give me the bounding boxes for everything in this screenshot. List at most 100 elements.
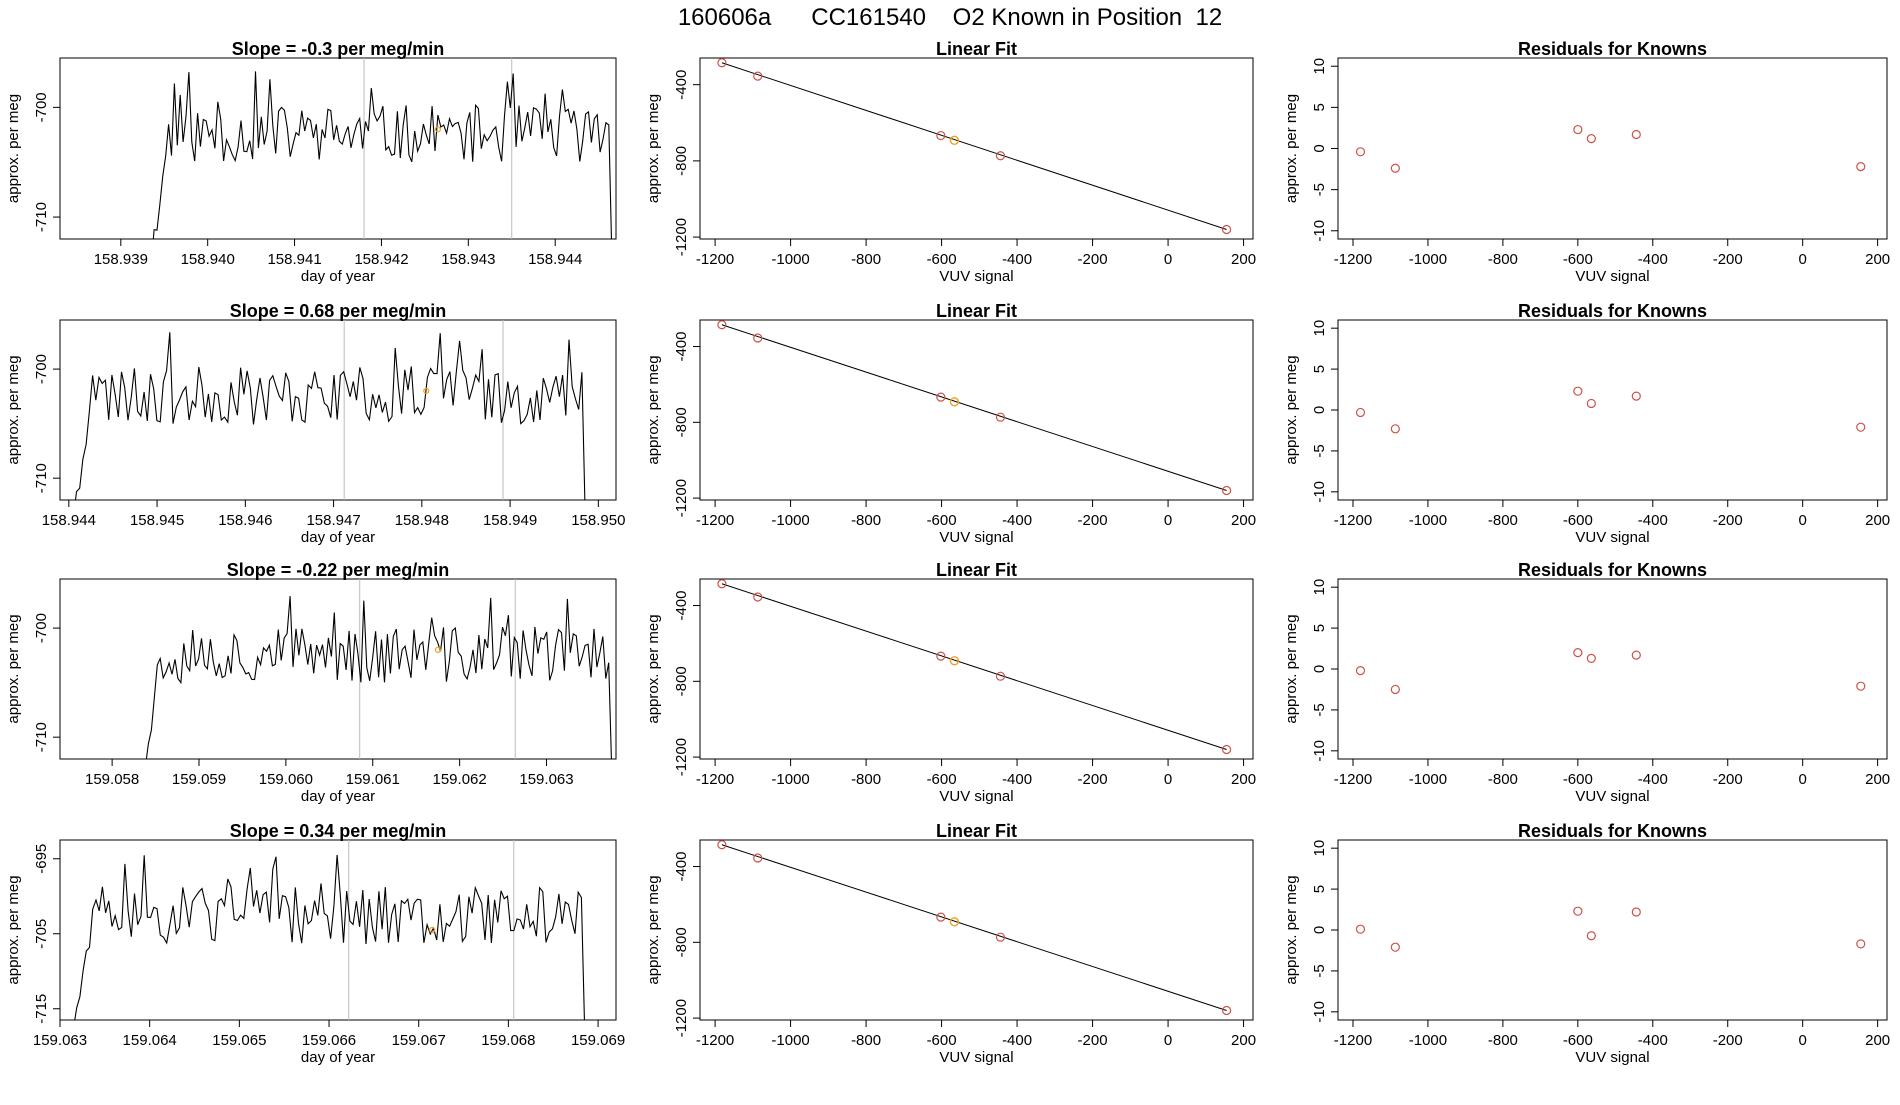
x-tick-label: -600 — [927, 512, 957, 529]
x-tick-label: -400 — [1002, 251, 1032, 268]
known-point — [753, 333, 763, 343]
y-axis-label: approx. per meg — [645, 355, 662, 464]
y-axis-label: approx. per meg — [1283, 875, 1300, 984]
x-tick-label: -1000 — [771, 512, 809, 529]
y-axis-label: approx. per meg — [1283, 94, 1300, 203]
plot-area — [74, 840, 585, 1020]
x-tick-label: -1000 — [771, 251, 809, 268]
x-tick-label: 200 — [1865, 251, 1890, 268]
x-tick-label: 0 — [1164, 512, 1172, 529]
y-axis-label: approx. per meg — [5, 614, 22, 723]
plot-area — [717, 579, 1232, 755]
x-tick-label: 158.940 — [181, 251, 235, 268]
y-tick-label: -710 — [33, 463, 50, 493]
chart-linear_fit-2: Linear Fit -1200 -1000 -800 -600 -400 -200 0 200… — [645, 560, 1256, 805]
x-tick-label: 158.946 — [218, 512, 272, 529]
x-tick-label: 159.067 — [392, 1032, 446, 1049]
x-tick-label: 158.947 — [306, 512, 360, 529]
known-point — [936, 651, 946, 661]
fit-line — [721, 62, 1227, 230]
chart-title: Slope = -0.22 per meg/min — [227, 560, 450, 580]
y-tick-label: -5 — [1311, 444, 1328, 457]
plot-area — [145, 579, 612, 759]
x-tick-label: -800 — [1488, 251, 1518, 268]
y-tick-label: -1200 — [673, 738, 690, 776]
x-axis-label: VUV signal — [939, 529, 1013, 546]
residual-point — [1631, 650, 1641, 660]
x-tick-label: 158.949 — [483, 512, 537, 529]
y-axis-label: approx. per meg — [645, 614, 662, 723]
y-tick-label: -1200 — [673, 479, 690, 517]
x-tick-label: 159.058 — [85, 771, 139, 788]
highlight-point — [429, 926, 436, 934]
x-tick-label: -400 — [1638, 512, 1668, 529]
known-point — [1221, 744, 1232, 755]
y-tick-label: -800 — [673, 927, 690, 957]
y-tick-label: -705 — [33, 919, 50, 949]
residual-point — [1856, 162, 1866, 172]
residual-point — [1586, 134, 1596, 144]
chart-title: Linear Fit — [936, 560, 1017, 580]
x-tick-label: 200 — [1865, 1032, 1890, 1049]
x-axis-label: VUV signal — [1575, 788, 1649, 805]
x-tick-label: 200 — [1231, 1032, 1256, 1049]
plot-frame — [1337, 578, 1888, 760]
x-axis-label: day of year — [301, 268, 375, 285]
x-tick-label: 0 — [1164, 771, 1172, 788]
x-tick-label: 158.941 — [267, 251, 321, 268]
y-tick-label: 10 — [1311, 58, 1328, 75]
x-tick-label: -200 — [1078, 251, 1108, 268]
y-tick-label: -710 — [33, 202, 50, 232]
known-point — [995, 932, 1006, 942]
plot-frame — [1337, 319, 1888, 501]
x-tick-label: 158.942 — [354, 251, 408, 268]
chart-linear_fit-3: Linear Fit -1200 -1000 -800 -600 -400 -200 0 200… — [645, 821, 1256, 1066]
x-tick-label: 159.065 — [212, 1032, 266, 1049]
y-tick-label: -715 — [33, 994, 50, 1024]
y-tick-label: -10 — [1311, 1001, 1328, 1023]
plot-area — [717, 58, 1232, 235]
x-tick-label: 0 — [1799, 512, 1807, 529]
y-axis-label: approx. per meg — [645, 94, 662, 203]
x-tick-label: 159.062 — [433, 771, 487, 788]
x-tick-label: -400 — [1638, 1032, 1668, 1049]
trace-line — [152, 71, 612, 239]
y-axis-label: approx. per meg — [645, 875, 662, 984]
y-tick-label: -5 — [1311, 703, 1328, 716]
x-tick-label: 159.066 — [302, 1032, 356, 1049]
known-point — [1221, 224, 1232, 235]
x-tick-label: 158.943 — [441, 251, 495, 268]
chart-timeseries-0: Slope = -0.3 per meg/min 158.939 158.940 15… — [5, 39, 617, 285]
plot-frame — [699, 319, 1254, 501]
x-tick-label: -600 — [927, 1032, 957, 1049]
y-tick-label: -695 — [33, 844, 50, 874]
x-tick-label: 159.060 — [259, 771, 313, 788]
highlight-point — [434, 126, 442, 133]
chart-title: Residuals for Knowns — [1518, 301, 1707, 321]
y-tick-label: -400 — [673, 70, 690, 100]
known-point — [936, 130, 946, 141]
known-point — [995, 671, 1006, 681]
plot-frame — [699, 839, 1254, 1021]
x-axis-label: day of year — [301, 788, 375, 805]
highlight-point — [949, 397, 960, 407]
highlight-point — [423, 387, 430, 395]
plot-area — [152, 58, 612, 239]
x-tick-label: -800 — [1488, 512, 1518, 529]
x-tick-label: -1200 — [1334, 251, 1372, 268]
x-tick-label: 159.068 — [481, 1032, 535, 1049]
x-tick-label: -1200 — [696, 251, 734, 268]
x-tick-label: -200 — [1713, 771, 1743, 788]
residual-point — [1573, 386, 1583, 396]
x-axis-label: VUV signal — [939, 788, 1013, 805]
plot-frame — [1337, 839, 1888, 1021]
known-point — [717, 579, 727, 589]
known-point — [753, 592, 763, 602]
y-tick-label: -5 — [1311, 183, 1328, 196]
x-tick-label: -600 — [927, 251, 957, 268]
fit-line — [721, 844, 1227, 1012]
chart-linear_fit-1: Linear Fit -1200 -1000 -800 -600 -400 -200 0 200… — [645, 301, 1256, 546]
known-point — [753, 853, 763, 863]
y-tick-label: -1200 — [673, 999, 690, 1037]
